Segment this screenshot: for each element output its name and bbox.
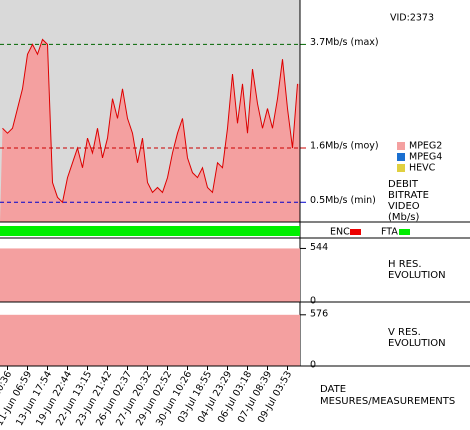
legend-swatch	[397, 153, 405, 161]
v-res-title-box: V RES. EVOLUTION	[388, 327, 446, 349]
y-tick-label: 0	[310, 360, 316, 371]
v-res-title: V RES. EVOLUTION	[388, 327, 446, 349]
legend-label: MPEG4	[409, 152, 442, 163]
reference-label: 1.6Mb/s (moy)	[310, 141, 379, 152]
x-title-box: DATE MESURES/MEASUREMENTS	[320, 384, 456, 407]
y-tick-label: 544	[310, 242, 328, 253]
reference-label: 0.5Mb/s (min)	[310, 195, 376, 206]
encoding-strip	[0, 226, 300, 236]
reference-label: 3.7Mb/s (max)	[310, 37, 379, 48]
line	[2, 38, 298, 204]
legend-label: HEVC	[409, 163, 436, 174]
legend-swatch	[397, 164, 405, 172]
h-res-title-box: H RES. EVOLUTION	[388, 259, 446, 281]
x-title: DATE MESURES/MEASUREMENTS	[320, 384, 456, 407]
fta-label: FTA	[381, 227, 398, 238]
y-tick-label: 576	[310, 308, 328, 319]
area	[0, 39, 300, 222]
h_res-area	[0, 248, 300, 302]
y-title-box: DEBIT BITRATE VIDEO (Mb/s)	[388, 179, 429, 223]
h-res-title: H RES. EVOLUTION	[388, 259, 446, 281]
fta-swatch	[399, 229, 410, 235]
y-title: DEBIT BITRATE VIDEO (Mb/s)	[388, 179, 429, 223]
enc-swatch	[350, 229, 361, 235]
v_res-area	[0, 314, 300, 366]
y-tick-label: 0	[310, 296, 316, 307]
legend-swatch	[397, 142, 405, 150]
enc-label: ENC	[330, 227, 350, 238]
vid: VID:2373	[390, 13, 434, 24]
legend-label: MPEG2	[409, 141, 442, 152]
